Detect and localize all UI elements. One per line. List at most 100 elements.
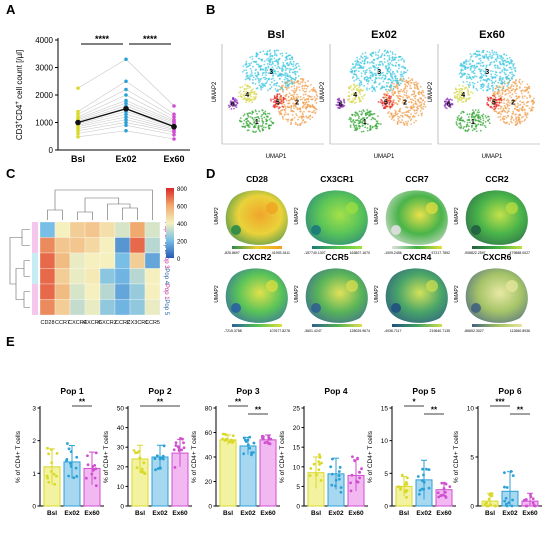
umap-cell-point (468, 63, 471, 66)
data-point (221, 437, 224, 441)
row-group-strip (32, 237, 38, 253)
umap-cell-point (261, 125, 263, 128)
heatmap-cell (99, 221, 116, 238)
umap-cell-point (299, 98, 302, 101)
umap-cell-point (402, 98, 405, 101)
umap-cell-point (252, 96, 255, 99)
umap-cell-point (245, 75, 248, 78)
data-point (155, 454, 159, 458)
umap-cell-point (313, 96, 316, 99)
umap-cell-point (461, 119, 464, 122)
umap-cell-point (259, 69, 262, 71)
umap-cell-point (487, 115, 489, 118)
umap-cell-point (413, 82, 416, 84)
umap-cell-point (521, 101, 523, 104)
umap-cell-point (493, 101, 496, 104)
umap-cell-point (285, 77, 288, 80)
marker-color-bar (232, 246, 282, 249)
umap-cell-point (499, 107, 502, 110)
umap-cell-point (298, 68, 301, 71)
marker-umap-subcluster (506, 202, 518, 214)
umap-cell-point (477, 62, 480, 65)
data-point (329, 465, 333, 469)
umap-cell-point (285, 93, 288, 96)
umap-cell-point (460, 94, 463, 96)
umap-cell-point (503, 80, 506, 83)
umap-cell-point (299, 83, 302, 86)
umap-cell-point (398, 97, 401, 100)
umap-cell-point (302, 96, 305, 99)
umap-cell-point (290, 97, 293, 100)
umap-cell-point (409, 79, 412, 82)
umap-cell-point (377, 66, 380, 69)
umap-cell-point (243, 88, 246, 90)
umap-cell-point (359, 93, 362, 96)
umap-cell-point (462, 69, 464, 72)
data-point (250, 453, 253, 457)
umap-cell-point (361, 53, 364, 55)
umap-cell-point (488, 118, 491, 121)
umap-cell-point (468, 81, 471, 84)
umap-cell-point (342, 98, 345, 101)
umap-cell-point (378, 49, 381, 51)
umap-cell-point (494, 73, 497, 76)
umap-cell-point (380, 98, 383, 101)
dendrogram-branch (54, 189, 153, 220)
umap-cell-point (255, 130, 258, 133)
cluster-label: 6 (231, 102, 235, 109)
umap-cell-point (284, 66, 287, 69)
umap-cell-point (530, 107, 533, 110)
umap-cell-point (507, 98, 509, 101)
umap-cell-point (269, 117, 272, 120)
umap-cell-point (348, 100, 351, 103)
umap-cell-point (472, 122, 475, 125)
umap-cell-point (258, 84, 261, 87)
umap-cell-point (358, 110, 361, 113)
heatmap-cell (69, 221, 86, 238)
panel-label-b: B (206, 2, 215, 17)
umap-cell-point (492, 88, 494, 91)
umap-panel-title: Ex02 (371, 29, 397, 41)
umap-cell-point (302, 119, 304, 122)
umap-cell-point (292, 95, 295, 98)
data-point (263, 441, 267, 445)
data-point (507, 501, 510, 505)
umap-cell-point (381, 62, 384, 65)
umap-cell-point (471, 92, 474, 95)
heatmap-cell (69, 237, 86, 254)
umap-cell-point (362, 117, 365, 120)
marker-title: CCR2 (485, 174, 508, 184)
umap-cell-point (399, 107, 402, 110)
umap-cell-point (409, 109, 411, 112)
umap-cell-point (498, 79, 501, 82)
umap-cell-point (493, 51, 496, 53)
umap-cell-point (310, 88, 313, 91)
umap-cell-point (407, 77, 410, 79)
umap-cell-point (391, 116, 394, 119)
umap-cell-point (356, 128, 359, 131)
umap-cell-point (514, 67, 517, 69)
umap-cell-point (506, 105, 509, 108)
heatmap-cell (54, 221, 71, 238)
umap-cell-point (514, 107, 517, 110)
umap-cell-point (481, 76, 484, 79)
data-point (53, 482, 57, 486)
significance-label: ** (255, 406, 262, 415)
umap-cell-point (526, 112, 529, 115)
umap-cell-point (458, 88, 461, 91)
data-point (319, 479, 323, 482)
umap-cell-point (369, 61, 371, 64)
umap-cell-point (287, 86, 290, 89)
umap-cell-point (306, 94, 309, 97)
umap-cell-point (410, 105, 412, 108)
umap-cell-point (467, 60, 470, 63)
umap-cell-point (349, 124, 352, 127)
umap-cell-point (290, 109, 293, 112)
umap-cell-point (252, 82, 254, 84)
umap-cell-point (285, 88, 288, 91)
umap-cell-point (405, 79, 408, 82)
umap-cell-point (500, 113, 503, 116)
umap-cell-point (293, 116, 296, 119)
